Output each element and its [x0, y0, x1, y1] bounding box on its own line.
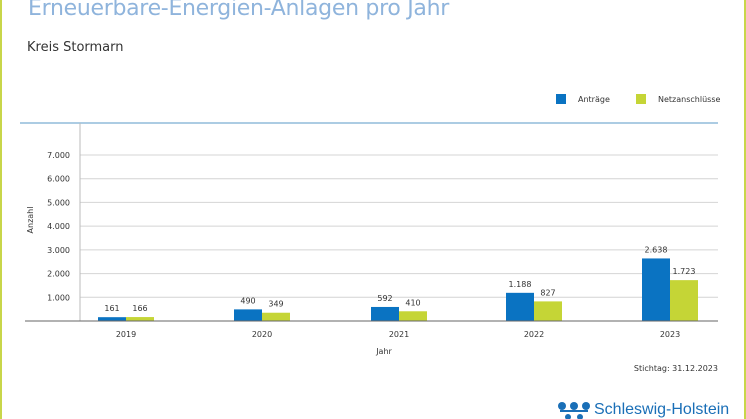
y-tick-label: 5.000	[47, 198, 70, 207]
bar-netzanschluesse-2023	[670, 280, 698, 321]
x-axis-label: Jahr	[375, 347, 392, 356]
data-label: 592	[377, 294, 392, 303]
y-tick-label: 6.000	[47, 175, 70, 184]
logo-icon	[558, 402, 590, 419]
bar-netzanschluesse-2021	[399, 311, 427, 321]
y-tick-label: 4.000	[47, 222, 70, 231]
chart-subtitle: Kreis Stormarn	[27, 40, 124, 55]
y-tick-label: 1.000	[47, 293, 70, 302]
data-label: 161	[104, 304, 119, 313]
x-tick-label: 2023	[660, 330, 680, 339]
y-tick-label: 3.000	[47, 246, 70, 255]
bar-netzanschluesse-2020	[262, 312, 290, 321]
data-label: 166	[132, 304, 147, 313]
x-tick-label: 2019	[116, 330, 136, 339]
x-tick-label: 2020	[252, 330, 272, 339]
x-tick-label: 2021	[389, 330, 409, 339]
logo-text: Schleswig-Holstein	[594, 401, 730, 418]
data-label: 2.638	[645, 245, 668, 254]
y-tick-label: 2.000	[47, 270, 70, 279]
data-label: 827	[540, 288, 555, 297]
y-axis-label: Anzahl	[26, 207, 35, 234]
bar-antraege-2021	[371, 306, 399, 321]
data-label: 1.188	[509, 280, 532, 289]
bar-antraege-2023	[642, 258, 670, 321]
bar-antraege-2019	[98, 317, 126, 321]
bar-netzanschluesse-2022	[534, 301, 562, 321]
bar-antraege-2022	[506, 292, 534, 321]
stichtag-note: Stichtag: 31.12.2023	[634, 364, 718, 373]
bar-antraege-2020	[234, 309, 262, 321]
legend-swatch	[636, 94, 646, 104]
legend-swatch	[556, 94, 566, 104]
data-label: 1.723	[673, 267, 696, 276]
legend-label: Anträge	[578, 95, 610, 104]
legend-label: Netzanschlüsse	[658, 95, 720, 104]
data-label: 410	[405, 298, 420, 307]
x-tick-label: 2022	[524, 330, 544, 339]
bar-netzanschluesse-2019	[126, 317, 154, 321]
data-label: 349	[268, 300, 283, 309]
data-label: 490	[240, 296, 255, 305]
chart-title: Erneuerbare-Energien-Anlagen pro Jahr	[28, 0, 449, 21]
logo: Schleswig-Holstein	[557, 401, 729, 419]
y-tick-label: 7.000	[47, 151, 70, 160]
